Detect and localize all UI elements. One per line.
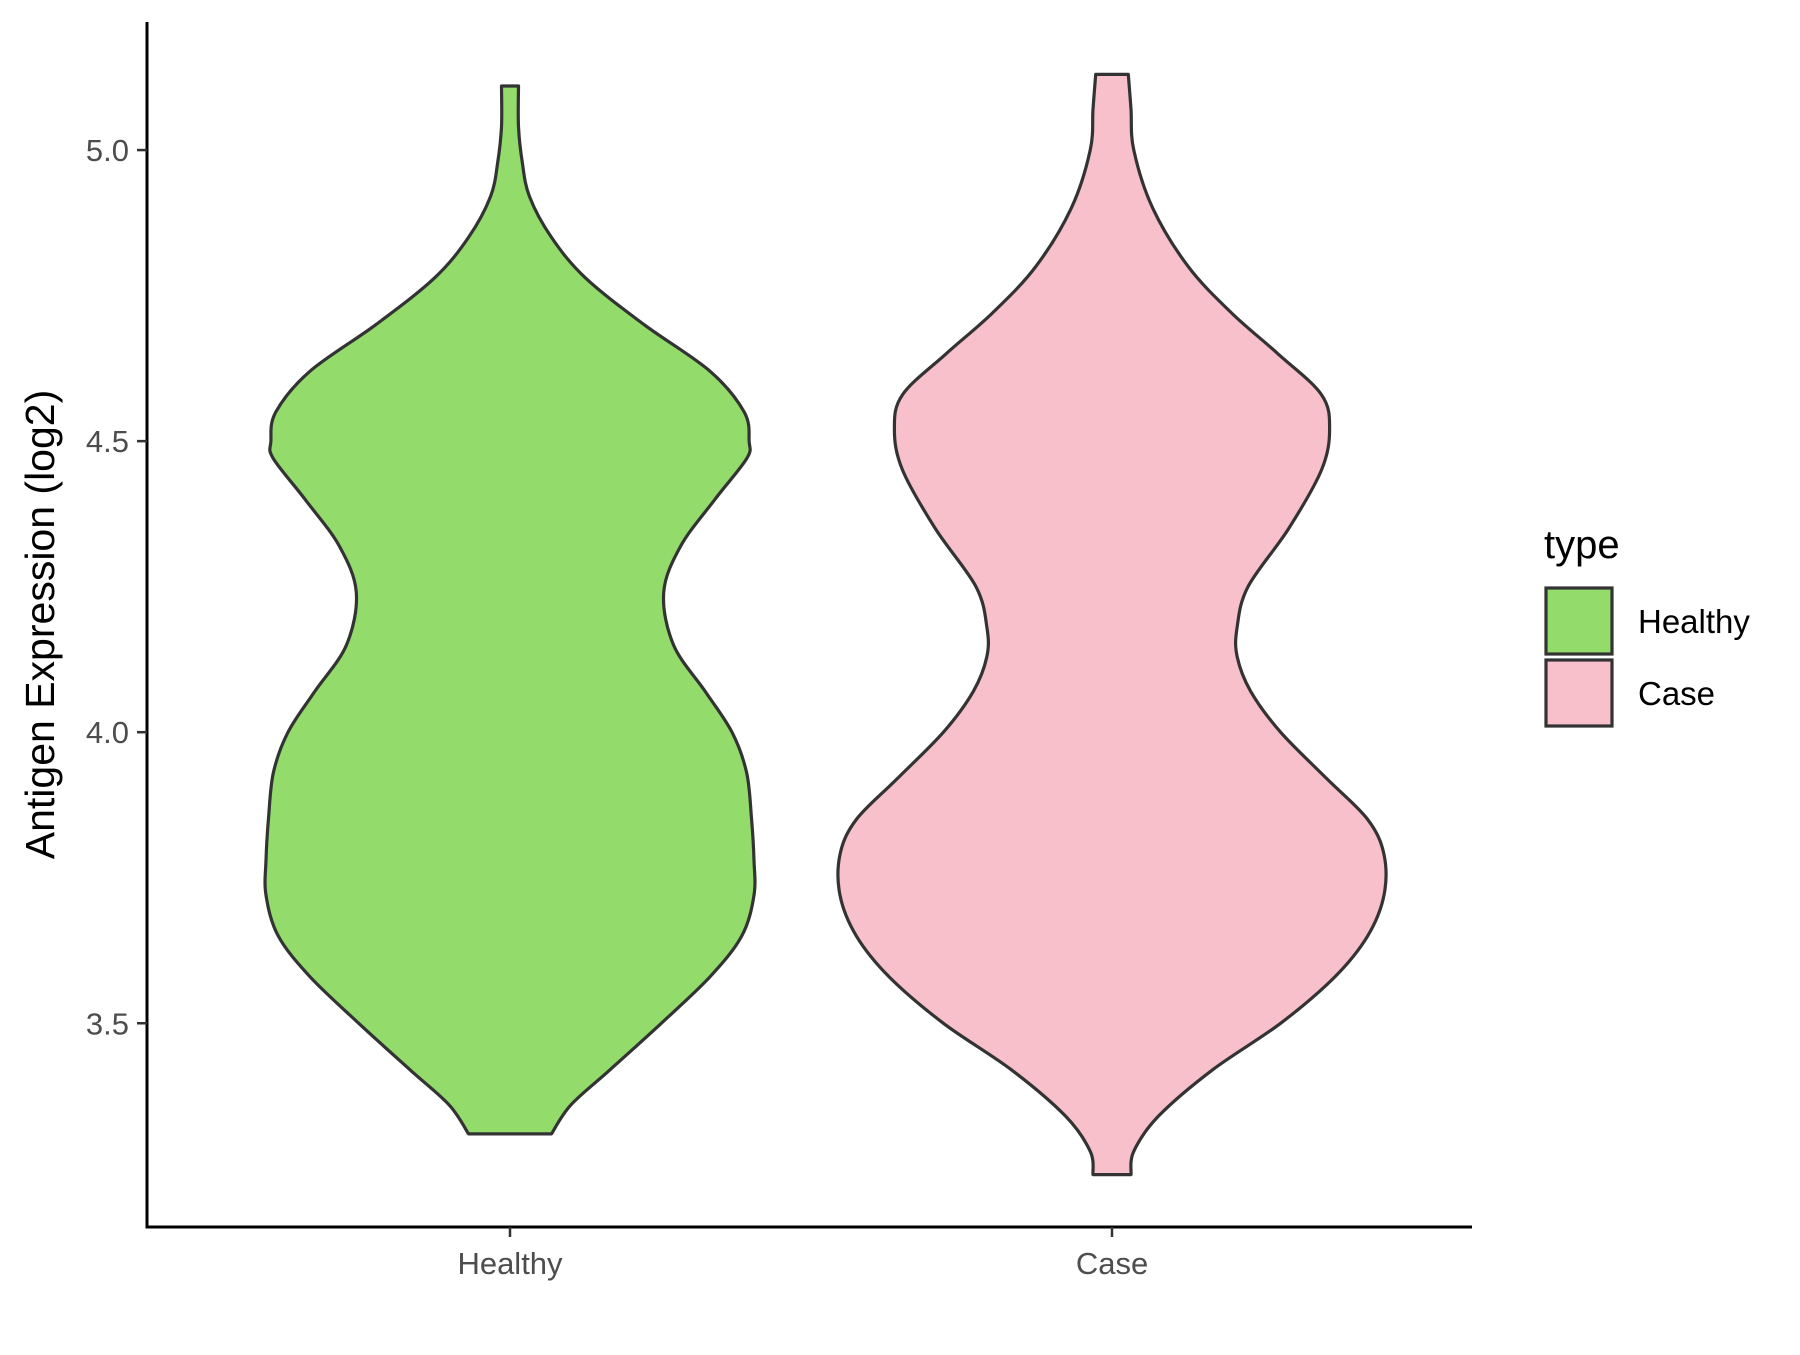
legend-title: type bbox=[1544, 523, 1620, 567]
legend: type Healthy Case bbox=[1544, 523, 1750, 728]
y-tick-label: 3.5 bbox=[86, 1006, 129, 1041]
y-tick-label: 4.0 bbox=[86, 715, 129, 750]
y-ticks: 3.5 4.0 4.5 5.0 bbox=[86, 133, 147, 1041]
legend-entries: Healthy Case bbox=[1544, 586, 1750, 728]
violin-healthy bbox=[263, 84, 757, 1136]
legend-label: Healthy bbox=[1638, 603, 1750, 640]
x-tick-label: Case bbox=[1076, 1246, 1148, 1281]
y-tick-label: 5.0 bbox=[86, 133, 129, 168]
violins-layer bbox=[263, 72, 1388, 1177]
legend-key-healthy bbox=[1544, 586, 1614, 656]
legend-label: Case bbox=[1638, 675, 1715, 712]
violin-case bbox=[836, 72, 1388, 1177]
legend-key-case bbox=[1544, 658, 1614, 728]
x-ticks: Healthy Case bbox=[457, 1227, 1148, 1281]
y-axis-title: Antigen Expression (log2) bbox=[17, 390, 63, 859]
x-tick-label: Healthy bbox=[457, 1246, 563, 1281]
axes-layer bbox=[145, 22, 1472, 1229]
y-tick-label: 4.5 bbox=[86, 424, 129, 459]
